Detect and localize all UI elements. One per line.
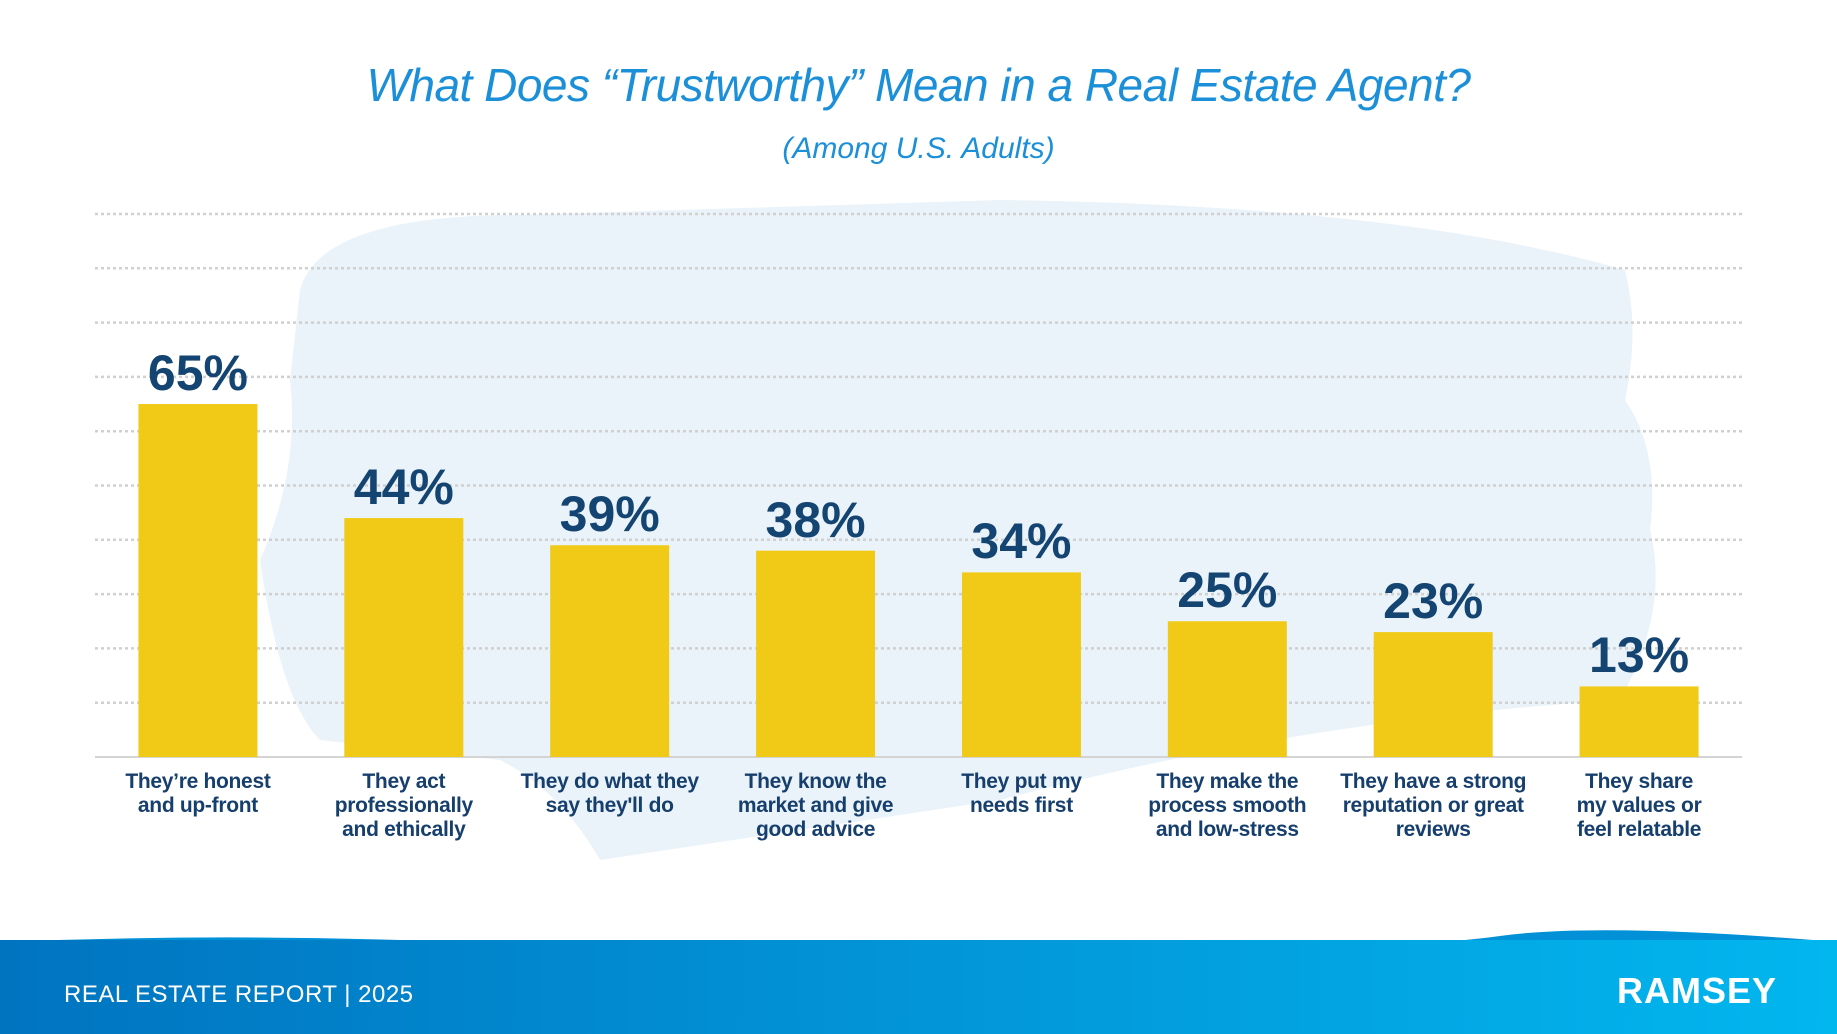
bar xyxy=(344,518,464,757)
category-label: They share my values or feel relatable xyxy=(1576,770,1702,841)
ramsey-logo: RAMSEY xyxy=(1616,970,1777,1011)
bar xyxy=(1167,621,1287,757)
category-label: They know the market and give good advice xyxy=(737,770,894,841)
category-label: They make the process smooth and low-stres… xyxy=(1148,770,1307,841)
chart-subtitle: (Among U.S. Adults) xyxy=(782,132,1055,165)
category-label: They have a strong reputation or great rev… xyxy=(1340,770,1527,841)
chart-title: What Does “Trustworthy” Mean in a Real E… xyxy=(366,59,1471,111)
category-label: They put my needs first xyxy=(961,770,1082,817)
value-label: 38% xyxy=(765,491,866,548)
bar xyxy=(1373,632,1493,757)
bar xyxy=(1579,686,1699,757)
footer-banner xyxy=(0,940,1837,1034)
bar xyxy=(961,572,1081,757)
bar xyxy=(756,550,876,757)
bar xyxy=(550,545,670,757)
value-label: 44% xyxy=(353,459,454,516)
value-label: 13% xyxy=(1589,627,1690,684)
value-label: 25% xyxy=(1177,562,1278,619)
value-label: 23% xyxy=(1383,573,1484,630)
category-label: They’re honest and up-front xyxy=(125,770,271,817)
bar xyxy=(138,404,258,757)
value-label: 65% xyxy=(147,345,248,402)
category-label: They do what they say they'll do xyxy=(520,770,699,817)
report-label: REAL ESTATE REPORT | 2025 xyxy=(64,981,414,1008)
value-label: 39% xyxy=(559,486,660,543)
value-label: 34% xyxy=(971,513,1072,570)
category-label: They act professionally and ethically xyxy=(334,770,473,841)
